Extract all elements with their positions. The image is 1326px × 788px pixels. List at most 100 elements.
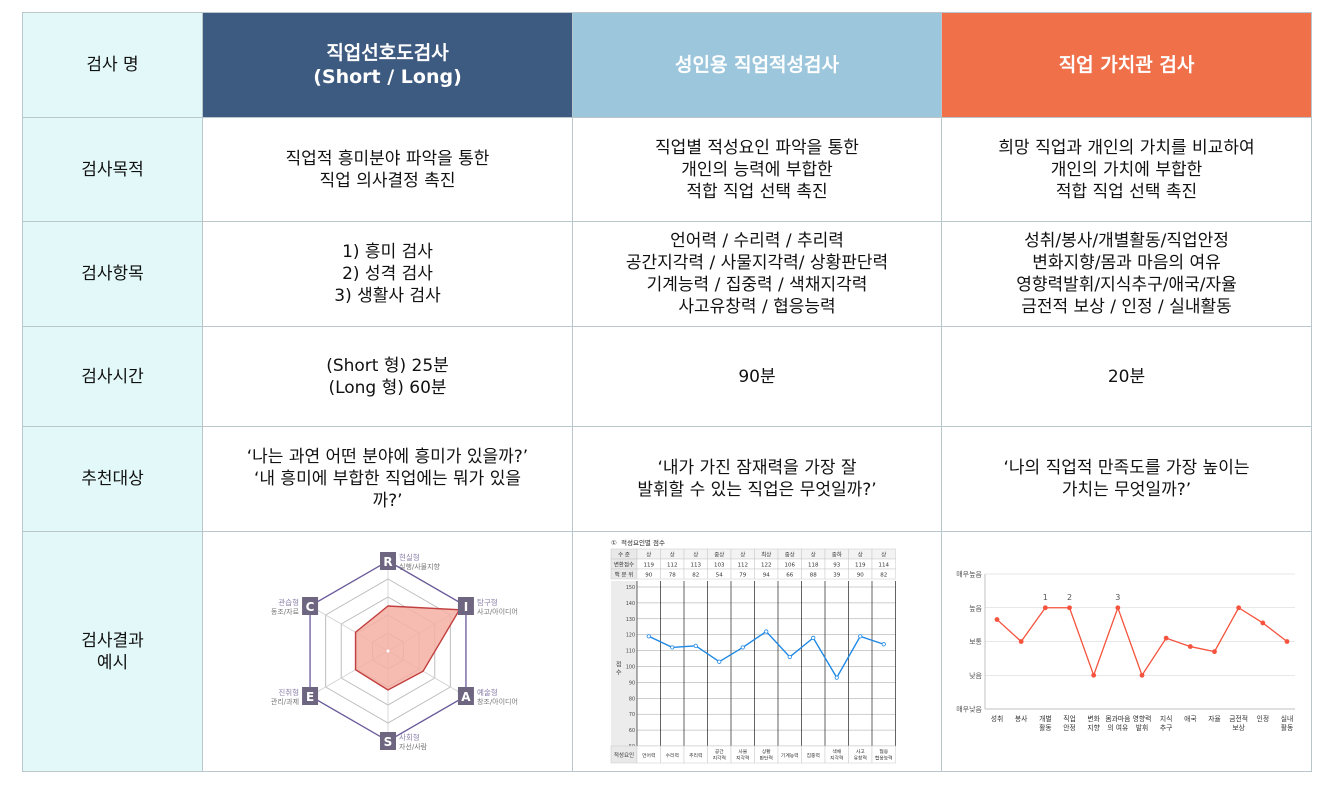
aptitude-point-협응능력 xyxy=(881,641,886,646)
aptitude-table-value: 상 xyxy=(670,550,675,558)
aptitude-y-tick: 110 xyxy=(626,648,635,654)
aptitude-table-value: 103 xyxy=(714,562,725,568)
radar-axis-letter-S: S xyxy=(383,735,392,749)
example-cell-radar: R 현실형 실행/사물지향 I 탐구형 사고/아이디어 A 예술형 창조/아이디어 S 사회형 자선/… xyxy=(202,531,573,772)
aptitude-x-label: 상황 xyxy=(762,748,771,755)
aptitude-table-value: 상 xyxy=(811,550,816,558)
cell-line: 직업적 흥미분야 파악을 통한 xyxy=(285,148,490,169)
cell-line: 3) 생활사 검사 xyxy=(334,286,441,306)
radar-data-area xyxy=(354,605,461,691)
header-job-preference: 직업선호도검사 (Short / Long) xyxy=(202,12,573,118)
items-cell-1: 1) 흥미 검사 2) 성격 검사 3) 생활사 검사 xyxy=(202,221,573,327)
aptitude-table-label: 백 분 위 xyxy=(615,570,634,578)
radar-axis-box-R xyxy=(379,552,396,570)
radar-axis-letter-I: I xyxy=(463,600,467,614)
values-x-label: 보상 xyxy=(1232,723,1245,732)
values-x-label: 직업 xyxy=(1063,714,1076,723)
aptitude-x-label: 추리력 xyxy=(689,752,702,759)
cell-line: 언어력 / 수리력 / 추리력 xyxy=(670,231,844,251)
cell-line: 90분 xyxy=(738,366,776,387)
aptitude-table-value: 54 xyxy=(716,572,723,578)
label-text: 검사결과 xyxy=(81,630,144,651)
header-job-values: 직업 가치관 검사 xyxy=(941,12,1312,118)
cell-line: ‘내 흥미에 부합한 직업에는 뭐가 있을 xyxy=(253,469,522,489)
aptitude-chart-title: ① xyxy=(611,539,617,547)
aptitude-x-header: 적성요인 xyxy=(614,751,634,759)
aptitude-y-tick: 80 xyxy=(629,696,635,702)
label-text: 검사목적 xyxy=(81,159,144,180)
time-cell-1: (Short 형) 25분 (Long 형) 60분 xyxy=(202,326,573,427)
label-text: 검사 명 xyxy=(86,55,139,75)
values-x-label: 지향 xyxy=(1087,723,1100,732)
cell-line: 까?’ xyxy=(372,491,403,511)
radar-axis-name: 진취형 xyxy=(278,687,299,697)
aptitude-table-value: 82 xyxy=(692,572,699,578)
aptitude-x-cell xyxy=(871,745,896,763)
aptitude-table-label: 변환점수 xyxy=(614,560,634,568)
aptitude-table-value: 114 xyxy=(879,562,890,568)
aptitude-x-label: 판단력 xyxy=(760,754,773,761)
aptitude-table-value: 상 xyxy=(881,550,886,558)
aptitude-table-value: 90 xyxy=(857,572,864,578)
aptitude-table-value: 93 xyxy=(833,562,840,568)
aptitude-x-label: 언어력 xyxy=(642,752,655,759)
aptitude-table-value: 상 xyxy=(858,550,863,558)
cell-line: 희망 직업과 개인의 가치를 비교하여 xyxy=(998,137,1255,158)
cell-line: 공간지각력 / 사물지각력/ 상황판단력 xyxy=(625,253,889,273)
values-x-label: 안정 xyxy=(1063,723,1076,732)
aptitude-table-value: 79 xyxy=(739,572,746,578)
aptitude-table-value: 112 xyxy=(738,562,749,568)
aptitude-point-사고유창력 xyxy=(858,633,863,638)
radar-axis-letter-C: C xyxy=(305,600,314,614)
aptitude-y-label: 수 xyxy=(616,669,622,676)
radar-axis-letter-A: A xyxy=(461,690,471,704)
aptitude-y-tick: 90 xyxy=(629,680,635,686)
aptitude-x-label: 유창력 xyxy=(854,754,867,761)
values-x-label: 몸과마음 xyxy=(1105,714,1130,723)
cell-line: 발휘할 수 있는 직업은 무엇일까?’ xyxy=(637,480,877,500)
values-y-level: 보통 xyxy=(969,638,982,646)
aptitude-chart-title: 적성요인별 점수 xyxy=(621,538,665,547)
radar-axis-letter-E: E xyxy=(305,690,313,704)
values-x-label: 영향력 xyxy=(1132,714,1151,723)
label-items: 검사항목 xyxy=(22,221,203,327)
aptitude-table-value: 106 xyxy=(785,562,796,568)
radar-axis-desc: 창조/아이디어 xyxy=(476,697,517,706)
aptitude-x-label: 지각력 xyxy=(713,754,726,761)
radar-axis-name: 탐구형 xyxy=(476,597,497,607)
label-purpose: 검사목적 xyxy=(22,117,203,222)
values-rank-label: 1 xyxy=(1042,592,1047,601)
purpose-cell-1: 직업적 흥미분야 파악을 통한 직업 의사결정 촉진 xyxy=(202,117,573,222)
aptitude-table-value: 118 xyxy=(808,562,819,568)
aptitude-table-value: 최상 xyxy=(761,550,771,558)
aptitude-y-tick: 150 xyxy=(626,585,635,591)
purpose-cell-3: 희망 직업과 개인의 가치를 비교하여 개인의 가치에 부합한 적합 직업 선택… xyxy=(941,117,1312,222)
radar-axis-desc: 사고/아이디어 xyxy=(476,607,517,616)
cell-line: 20분 xyxy=(1107,366,1146,387)
values-x-label: 추구 xyxy=(1159,724,1172,732)
values-x-label: 성취 xyxy=(990,714,1003,723)
radar-axis-letter-R: R xyxy=(383,555,392,569)
cell-line: 기계능력 / 집중력 / 색채지각력 xyxy=(646,275,868,295)
aptitude-table-value: 112 xyxy=(667,562,678,568)
radar-axis-name: 현실형 xyxy=(399,552,420,562)
values-point-자율 xyxy=(1211,648,1217,654)
aptitude-table-value: 상 xyxy=(740,550,745,558)
header-line: 직업 가치관 검사 xyxy=(1058,54,1195,76)
cell-line: ‘나의 직업적 만족도를 가장 높이는 xyxy=(1003,458,1250,478)
radar-axis-box-S xyxy=(379,732,396,750)
cell-line: 2) 성격 검사 xyxy=(342,264,433,284)
values-point-금전적보상 xyxy=(1235,604,1241,610)
values-point-인정 xyxy=(1259,620,1265,625)
aptitude-y-tick: 140 xyxy=(626,600,635,606)
example-cell-values: 매우높음 높음 보통 낮음 매우낮음 1 2 3 성취 봉사 개별 활동 직업 안정 변화 지향 몸과마음 의 여… xyxy=(941,531,1312,772)
label-test-name: 검사 명 xyxy=(22,12,203,118)
aptitude-table-cell xyxy=(871,568,896,579)
radar-axis-desc: 실행/사물지향 xyxy=(399,562,441,571)
values-point-성취 xyxy=(994,616,999,622)
aptitude-y-axis-band xyxy=(611,580,637,746)
cell-line: (Long 형) 60분 xyxy=(328,377,447,398)
label-target: 추천대상 xyxy=(22,426,203,532)
purpose-cell-2: 직업별 적성요인 파악을 통한 개인의 능력에 부합한 적합 직업 선택 촉진 xyxy=(572,117,942,222)
